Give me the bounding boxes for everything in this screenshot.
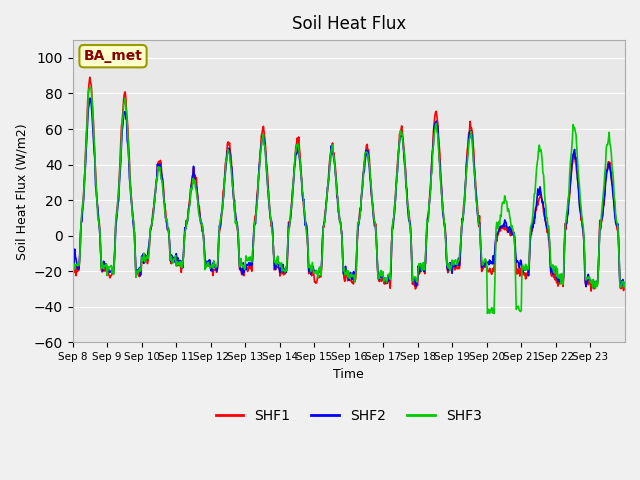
SHF2 [236, 264, 243, 270]
SHF3 [490, 311, 498, 316]
SHF2 [589, 285, 596, 290]
SHF2 [86, 96, 94, 101]
SHF3 [134, 268, 142, 274]
SHF1 [236, 267, 243, 273]
Title: Soil Heat Flux: Soil Heat Flux [292, 15, 406, 33]
SHF2 [406, 221, 414, 227]
Line: SHF3: SHF3 [72, 87, 625, 313]
SHF1 [438, 182, 445, 188]
SHF2 [284, 241, 292, 247]
SHF1 [621, 282, 629, 288]
Text: BA_met: BA_met [84, 49, 143, 63]
SHF2 [68, 264, 76, 270]
SHF2 [438, 182, 445, 188]
SHF1 [588, 288, 595, 294]
SHF3 [284, 237, 292, 243]
Y-axis label: Soil Heat Flux (W/m2): Soil Heat Flux (W/m2) [15, 123, 28, 260]
SHF1 [406, 225, 414, 231]
Line: SHF1: SHF1 [72, 77, 625, 291]
SHF3 [621, 280, 629, 286]
SHF3 [406, 224, 414, 230]
Line: SHF2: SHF2 [72, 98, 625, 288]
SHF2 [134, 267, 142, 273]
SHF2 [263, 175, 271, 180]
SHF1 [134, 272, 142, 277]
SHF1 [284, 240, 292, 245]
SHF3 [438, 190, 445, 196]
SHF3 [263, 170, 271, 176]
SHF1 [86, 74, 93, 80]
X-axis label: Time: Time [333, 368, 364, 381]
SHF3 [86, 84, 94, 90]
SHF3 [68, 256, 76, 262]
SHF3 [236, 264, 243, 270]
SHF1 [68, 262, 76, 268]
SHF2 [621, 284, 629, 290]
SHF1 [263, 165, 271, 171]
Legend: SHF1, SHF2, SHF3: SHF1, SHF2, SHF3 [210, 404, 488, 429]
